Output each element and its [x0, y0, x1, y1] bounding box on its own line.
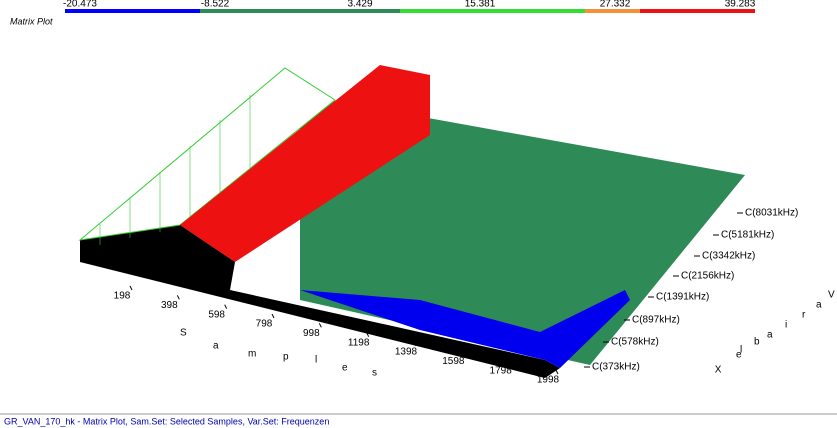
surface-red-ridge	[180, 65, 430, 262]
colorbar-label: -8.522	[201, 0, 230, 10]
samples-tick-label: 1998	[537, 375, 560, 386]
samples-tick	[224, 304, 228, 309]
surface-blue-region	[300, 290, 630, 368]
variable-tick-label: C(8031kHz)	[745, 208, 798, 219]
variable-tick-label: C(897kHz)	[632, 315, 680, 326]
colorbar-label: 27.332	[600, 0, 631, 10]
samples-tick	[366, 332, 370, 337]
samples-tick-label: 1198	[348, 337, 370, 348]
samples-tick-label: 198	[114, 291, 131, 302]
colorbar-label: -20.473	[63, 0, 97, 10]
colorbar-label: 15.381	[465, 0, 496, 10]
variable-tick-label: C(373kHz)	[592, 362, 640, 373]
variable-tick-label: C(3342kHz)	[702, 251, 755, 262]
colorbar-segment	[65, 9, 200, 13]
samples-tick	[129, 285, 133, 291]
variable-tick-label: C(578kHz)	[611, 337, 659, 348]
samples-tick	[318, 323, 322, 328]
surface-plane	[300, 95, 745, 365]
samples-tick-label: 1598	[442, 356, 465, 367]
samples-tick	[460, 351, 464, 356]
variable-axis-label: Variable X	[712, 290, 835, 376]
samples-tick	[271, 313, 275, 319]
status-bar-text: GR_VAN_170_hk - Matrix Plot, Sam.Set: Se…	[4, 416, 329, 426]
variable-tick-label: C(1391kHz)	[656, 292, 709, 303]
samples-axis-label: Samples	[180, 328, 377, 379]
surface-green-ridge	[78, 67, 336, 241]
colorbar-segment	[640, 9, 755, 13]
colorbar	[65, 9, 755, 13]
samples-tick-label: 798	[256, 319, 273, 330]
variable-tick-label: C(5181kHz)	[721, 230, 774, 241]
samples-tick-label: 1798	[490, 365, 513, 376]
ridge-lines	[99, 95, 251, 245]
variable-tick-label: C(2156kHz)	[681, 271, 734, 282]
colorbar-segment	[400, 9, 585, 13]
colorbar-label: 3.429	[347, 0, 372, 10]
samples-tick-label: 598	[208, 309, 225, 320]
samples-tick	[555, 369, 559, 375]
samples-tick-label: 1398	[395, 347, 418, 358]
plot-title: Matrix Plot	[10, 16, 53, 26]
ridge-front	[180, 225, 235, 290]
colorbar-segment	[200, 9, 400, 13]
samples-tick	[508, 360, 512, 365]
samples-tick-label: 398	[161, 300, 178, 311]
samples-tick	[413, 341, 417, 347]
samples-tick	[176, 295, 180, 300]
surface	[78, 65, 745, 378]
samples-tick-label: 998	[303, 328, 320, 339]
colorbar-segment	[585, 9, 640, 13]
colorbar-label: 39.283	[725, 0, 756, 10]
